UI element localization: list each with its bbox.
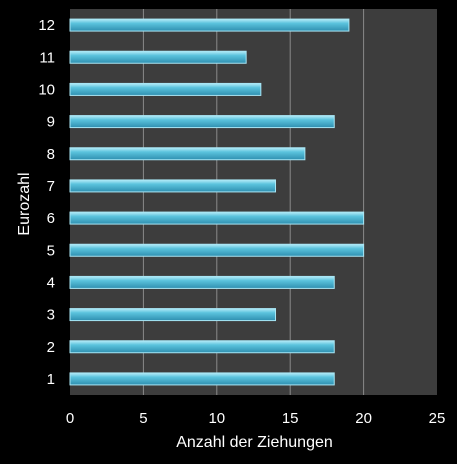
y-tick-label: 10 <box>38 81 55 98</box>
bars <box>69 18 365 386</box>
x-tick-label: 10 <box>208 410 225 427</box>
x-axis-title: Anzahl der Ziehungen <box>176 434 333 451</box>
bar-2 <box>69 340 335 354</box>
bar-6 <box>69 211 365 225</box>
bar-12 <box>69 18 350 32</box>
y-tick-label: 1 <box>47 371 55 388</box>
x-tick-label: 15 <box>282 410 299 427</box>
x-tick-label: 5 <box>139 410 147 427</box>
y-tick-label: 8 <box>47 146 55 163</box>
bar-3 <box>69 308 277 322</box>
x-tick-labels: 0 5 10 15 20 25 <box>66 410 446 427</box>
x-tick-label: 25 <box>429 410 446 427</box>
y-tick-label: 2 <box>47 339 55 356</box>
bar-7 <box>69 179 277 193</box>
bar-4 <box>69 275 335 289</box>
y-tick-label: 5 <box>47 242 55 259</box>
y-tick-label: 6 <box>47 210 55 227</box>
y-tick-label: 3 <box>47 307 55 324</box>
y-tick-label: 7 <box>47 178 55 195</box>
bar-9 <box>69 115 335 129</box>
bar-10 <box>69 82 262 96</box>
y-tick-label: 9 <box>47 114 55 131</box>
plot-area <box>70 9 437 395</box>
y-tick-label: 12 <box>38 17 55 34</box>
x-tick-label: 20 <box>355 410 372 427</box>
bar-1 <box>69 372 335 386</box>
y-tick-label: 4 <box>47 274 55 291</box>
bar-11 <box>69 50 247 64</box>
y-tick-label: 11 <box>39 49 55 66</box>
bar-8 <box>69 147 306 161</box>
gridlines <box>142 9 365 395</box>
x-tick-label: 0 <box>66 410 74 427</box>
y-axis-title: Eurozahl <box>16 172 33 235</box>
bar-5 <box>69 243 365 257</box>
